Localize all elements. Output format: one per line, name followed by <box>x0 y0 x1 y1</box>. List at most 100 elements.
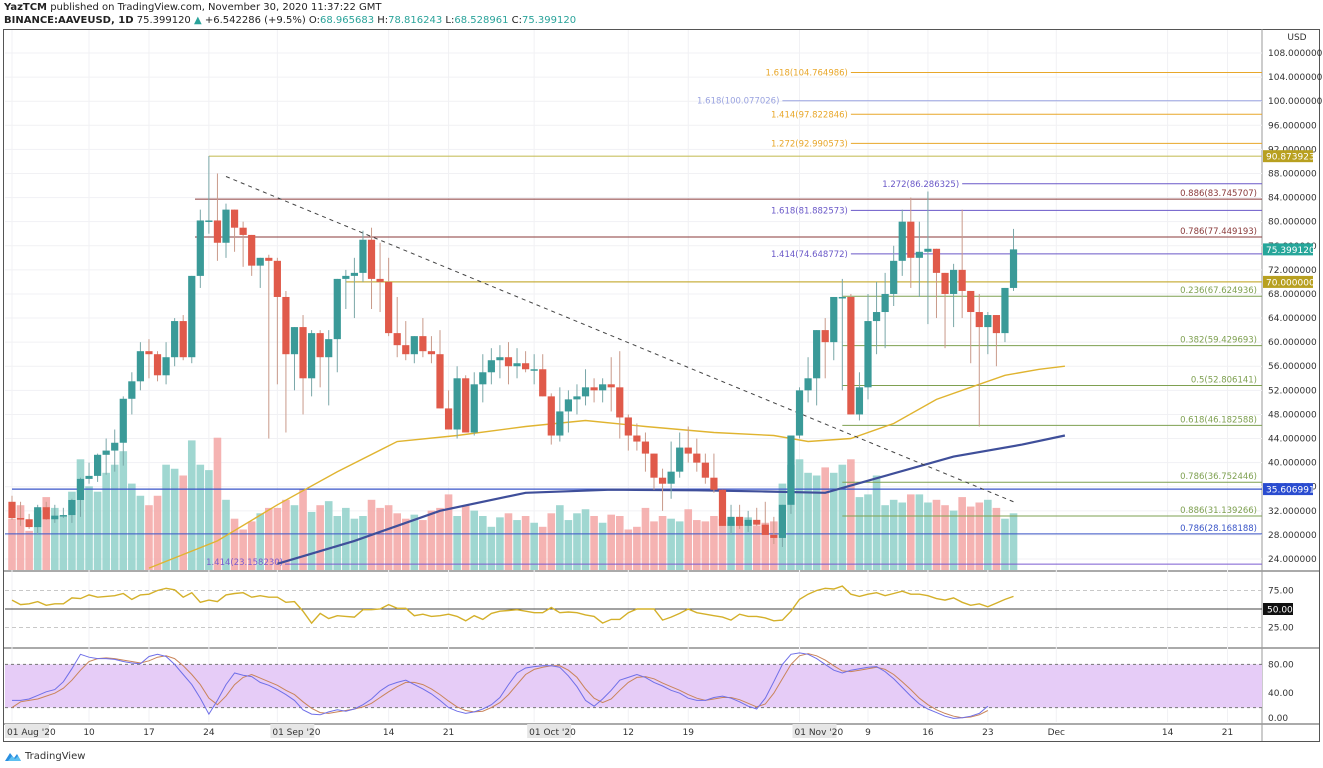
x-tick-label: 01 Oct '20 <box>529 728 576 738</box>
volume-bar <box>881 505 889 570</box>
candle <box>753 507 761 526</box>
price-change: +6.542286 (+9.5%) <box>204 15 306 26</box>
candle <box>958 209 966 319</box>
volume-bar <box>975 502 984 570</box>
volume-bar <box>658 516 667 570</box>
candle <box>85 462 93 484</box>
tradingview-brand[interactable]: TradingView <box>25 750 86 762</box>
candle-body <box>470 384 478 433</box>
price-tag-label: 70.000000 <box>1266 278 1315 288</box>
volume-bar <box>25 530 33 570</box>
volume-bar <box>735 524 744 570</box>
volume-bar <box>461 505 470 570</box>
candle-body <box>693 453 701 463</box>
candle <box>701 453 709 484</box>
fib-level-label: 0.5(52.806141) <box>1191 375 1257 385</box>
volume-bar <box>205 470 213 570</box>
candle <box>427 336 436 364</box>
candle-body <box>830 296 838 343</box>
candle-body <box>111 442 119 451</box>
volume-bar <box>675 521 684 570</box>
publisher-name[interactable]: YazTCM <box>4 2 48 13</box>
candle <box>710 453 718 493</box>
candle <box>162 342 170 385</box>
candle <box>727 504 735 535</box>
volume-bar <box>984 499 992 570</box>
candle <box>282 290 290 433</box>
volume-bar <box>966 506 975 570</box>
candle <box>530 354 538 385</box>
candle-body <box>402 345 410 355</box>
candle <box>667 441 675 499</box>
fib-level-label: 1.618(104.764986) <box>766 68 848 78</box>
candle <box>676 432 684 478</box>
candle-body <box>34 507 42 528</box>
volume-bar <box>633 526 641 570</box>
candle-body <box>513 363 521 367</box>
volume-bar <box>924 502 932 570</box>
fib-level-label: 1.414(97.822846) <box>771 110 848 120</box>
candle <box>650 453 658 490</box>
volume-bar <box>1001 518 1009 570</box>
volume-bar <box>222 499 230 570</box>
candle <box>770 516 778 544</box>
volume-bar <box>812 475 821 570</box>
candle-body <box>453 378 461 430</box>
symbol-name[interactable]: BINANCE:AAVEUSD, 1D <box>4 15 134 26</box>
candle-body <box>539 369 547 397</box>
x-tick-label: 01 Sep '20 <box>272 728 320 738</box>
candle-body <box>684 447 692 454</box>
volume-bar <box>427 510 436 570</box>
candle-body <box>607 384 615 388</box>
candle-body <box>342 275 350 279</box>
volume-bar <box>247 521 256 570</box>
candle <box>830 296 838 361</box>
candle <box>718 489 727 526</box>
ma-long-line <box>277 434 1066 565</box>
candle-body <box>248 234 256 266</box>
candle-body <box>16 518 25 520</box>
candle-body <box>290 327 299 355</box>
candle-body <box>633 435 641 442</box>
volume-bar <box>350 518 359 570</box>
close-value: 75.399120 <box>522 15 577 26</box>
volume-bar <box>453 516 461 570</box>
fib-level-label: 1.272(86.286325) <box>882 180 959 190</box>
volume-bar <box>829 472 838 570</box>
fib-level-label: 0.382(59.429693) <box>1180 336 1257 346</box>
candle <box>308 330 316 397</box>
volume-bar <box>110 464 119 570</box>
candle <box>607 357 615 412</box>
candle-body <box>462 378 470 433</box>
candle <box>385 257 393 337</box>
candle <box>419 318 427 358</box>
price-chart[interactable]: 1.618(104.764986) 1.618(100.077026) 1.414(… <box>0 0 1323 745</box>
candle-body <box>119 398 127 443</box>
candle <box>8 495 16 520</box>
candle <box>967 290 975 364</box>
candle-body <box>367 239 376 279</box>
volume-bar <box>581 509 590 570</box>
candle <box>111 429 119 472</box>
candle <box>736 504 744 529</box>
y-tick-label: 96.000000 <box>1268 121 1317 131</box>
fib-level-label: 1.414(23.158230) <box>206 558 283 568</box>
stoch-tick-label: 80.00 <box>1268 660 1294 670</box>
y-tick-label: 56.000000 <box>1268 362 1317 372</box>
candle-body <box>427 351 436 355</box>
candle <box>16 501 25 526</box>
volume-bar <box>479 516 487 570</box>
candle <box>1001 287 1009 343</box>
volume-bar <box>847 459 855 570</box>
volume-bar <box>932 499 941 570</box>
candle-body <box>907 221 915 258</box>
candle-body <box>333 278 341 340</box>
volume-bar <box>136 495 145 570</box>
candle-body <box>94 454 102 476</box>
volume-bar <box>230 518 239 570</box>
price-tag <box>1263 275 1313 288</box>
volume-bar <box>342 507 350 570</box>
candle-body <box>573 396 581 400</box>
candle <box>941 272 949 349</box>
x-tick-label: 01 Aug '20 <box>7 728 56 738</box>
